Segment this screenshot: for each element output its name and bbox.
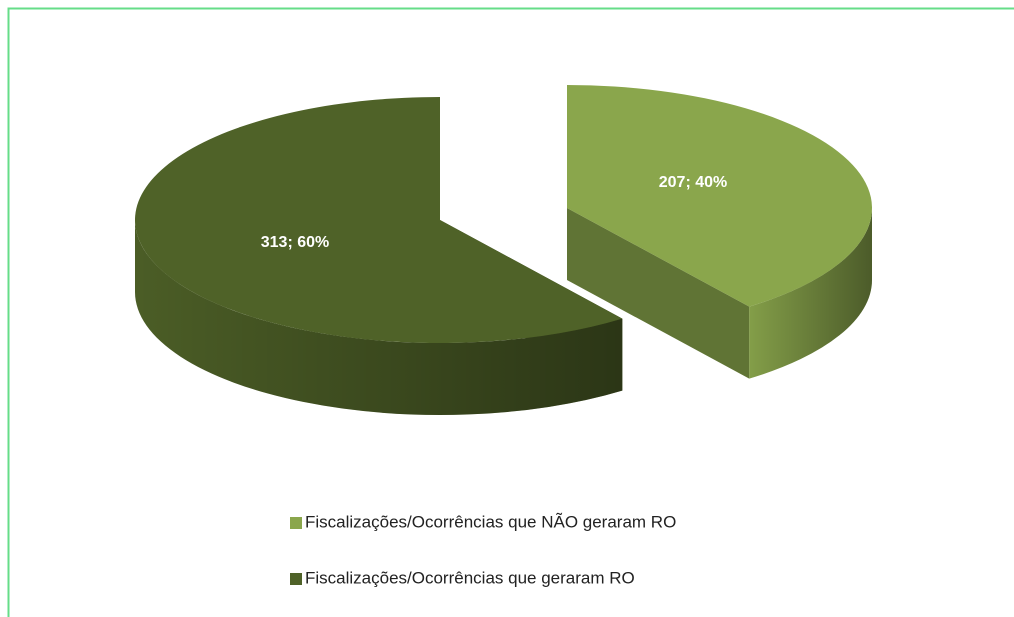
legend: Fiscalizações/Ocorrências que NÃO gerara… <box>290 512 676 587</box>
frame <box>7 7 1014 617</box>
slice <box>135 97 623 343</box>
slice-edge-shade <box>567 208 750 379</box>
slice-side-shade <box>749 208 872 379</box>
value-label: 313; 60% <box>261 234 330 251</box>
value-label: 207; 40% <box>659 174 728 191</box>
pie: 207; 40% 313; 60% <box>134 85 872 415</box>
legend-swatch <box>290 517 302 529</box>
legend-label: Fiscalizações/Ocorrências que geraram RO <box>305 568 635 587</box>
legend-swatch <box>290 573 302 585</box>
slice-edge <box>567 208 750 379</box>
slice-side-shade <box>134 220 623 415</box>
slice <box>567 85 872 307</box>
legend-label: Fiscalizações/Ocorrências que NÃO gerara… <box>305 512 676 531</box>
